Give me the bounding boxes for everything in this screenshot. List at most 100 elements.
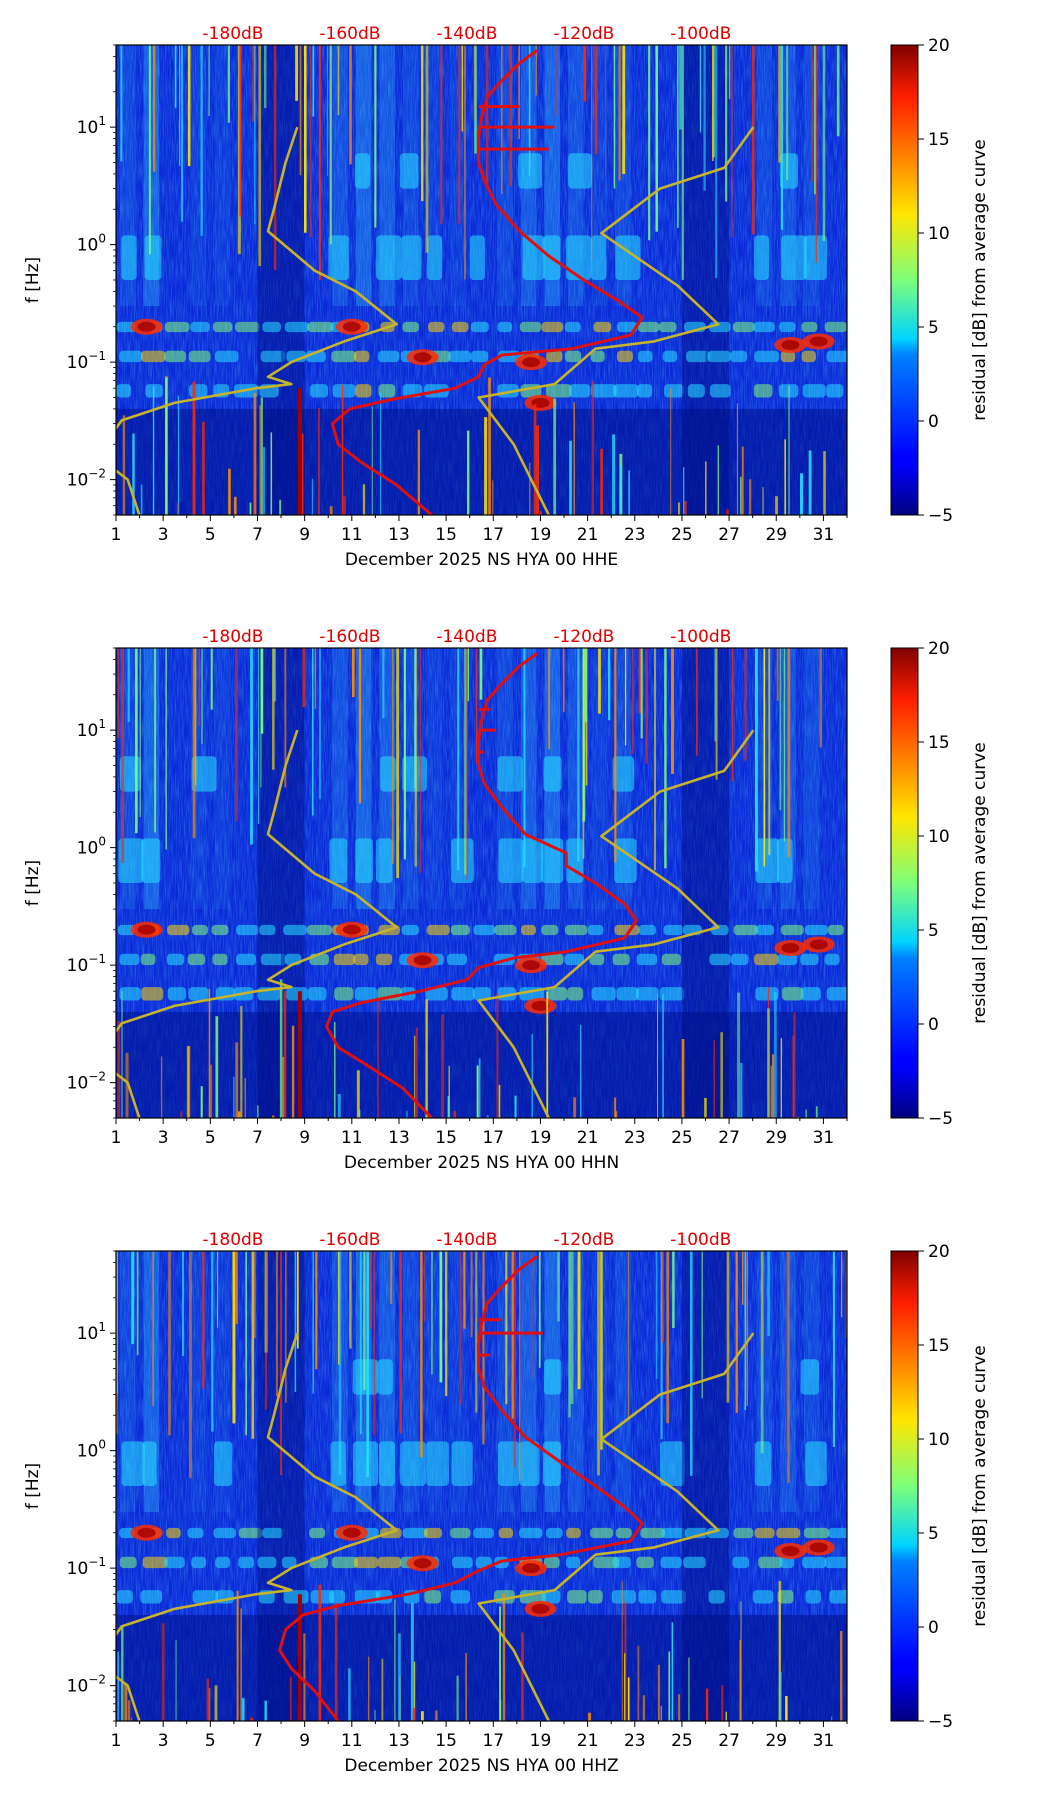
microseism-band [780,350,796,363]
microseism-band [191,924,208,936]
microseism-band [473,987,491,1001]
x-tick-label: 11 [341,525,363,545]
x-tick-label: 11 [341,1731,363,1751]
microseism-band [752,1590,774,1604]
y-tick-label: 100 [77,1438,106,1462]
microseism-band [330,1441,346,1486]
microseism-band [164,350,187,363]
microseism-band [801,1556,827,1569]
microseism-band [307,321,334,333]
microseism-band [116,321,136,333]
microseism-band [262,321,281,333]
microseism-band [473,924,495,936]
x-tick-label: 29 [765,1731,787,1751]
db-scale-label: -100dB [670,1230,731,1250]
microseism-band [590,1527,614,1539]
microseism-band [800,1359,820,1395]
x-tick-label: 7 [252,525,263,545]
microseism-band [353,953,369,966]
microseism-band [375,953,393,966]
microseism-band [119,987,141,1001]
db-scale-label: -140dB [436,1230,497,1250]
microseism-band [470,321,489,333]
high-noise-model-curve [477,1332,755,1721]
x-tick-label: 21 [577,525,599,545]
microseism-band [328,235,350,280]
microseism-band [826,384,844,398]
colorbar-tick-label: 20 [928,639,950,659]
day-column-highlight [426,648,443,910]
microseism-band [829,1590,847,1604]
microseism-band [332,384,356,398]
microseism-band [593,321,612,333]
microseism-band [333,953,356,966]
high-noise-model-curve [477,126,755,515]
microseism-band [777,1590,794,1604]
microseism-band [448,350,471,363]
microseism-band [167,924,190,936]
x-tick-label: 5 [205,525,216,545]
hot-spot-core [781,1545,800,1556]
microseism-band [331,1556,358,1569]
microseism-band [658,321,677,333]
low-noise-model-curve [116,1332,399,1721]
microseism-band [119,350,143,363]
microseism-band [776,838,793,883]
microseism-band [546,1527,563,1539]
microseism-band [564,953,585,966]
microseism-band [329,838,348,883]
microseism-band [779,321,796,333]
microseism-band [636,1556,654,1569]
microseism-band [824,953,840,966]
day-column-highlight [803,648,820,910]
y-tick-label: 10−1 [67,952,106,976]
x-tick-label: 27 [718,1128,740,1148]
microseism-band [118,838,144,883]
microseism-band [522,838,543,883]
microseism-band [758,1556,783,1569]
microseism-band [708,1590,725,1604]
microseism-band [141,350,166,363]
microseism-band [802,384,826,398]
microseism-band [423,1527,443,1539]
microseism-band [567,987,584,1001]
db-scale-label: -180dB [202,627,263,647]
microseism-band [754,235,769,280]
microseism-band [354,1556,379,1569]
microseism-band [683,1556,706,1569]
microseism-band [541,321,564,333]
x-tick-label: 15 [435,525,457,545]
microseism-band [565,1556,581,1569]
microseism-band [593,1556,620,1569]
microseism-band [706,1527,729,1539]
microseism-band [191,756,217,792]
microseism-band [826,350,847,363]
microseism-band [805,1590,821,1604]
microseism-band [541,924,559,936]
x-tick-label: 21 [577,1731,599,1751]
x-tick-label: 1 [111,1128,122,1148]
microseism-band [732,321,755,333]
microseism-band [214,350,239,363]
microseism-band [640,1527,666,1539]
y-tick-label: 10−1 [67,349,106,373]
microseism-band [354,350,370,363]
microseism-band [755,987,779,1001]
hot-spot-core [522,960,541,971]
microseism-band [780,924,804,936]
hot-spot-core [781,942,800,953]
microseism-band [732,1556,749,1569]
microseism-band [166,1527,181,1539]
x-tick-label: 29 [765,525,787,545]
microseism-band [451,838,474,883]
microseism-band [212,321,233,333]
db-scale-label: -140dB [436,24,497,44]
colorbar-tick-label: 0 [928,1618,939,1638]
db-scale-label: -160dB [319,1230,380,1250]
x-tick-label: 5 [205,1731,216,1751]
x-tick-label: 9 [299,1731,310,1751]
x-axis-label: December 2025 NS HYA 00 HHN [344,1153,619,1173]
microseism-band [542,1441,561,1486]
microseism-band [377,1556,401,1569]
microseism-band [755,924,775,936]
